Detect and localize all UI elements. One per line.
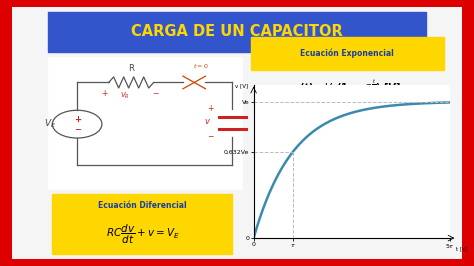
Text: −: − — [152, 89, 158, 98]
Text: +: + — [101, 89, 107, 98]
Bar — [48, 57, 241, 189]
Text: $t=0$: $t=0$ — [193, 62, 209, 70]
Text: v [V]: v [V] — [235, 83, 248, 88]
Text: Ecuación Exponencial: Ecuación Exponencial — [301, 49, 394, 58]
Text: Ecuación Diferencial: Ecuación Diferencial — [98, 201, 187, 210]
Bar — [52, 194, 232, 254]
Bar — [250, 37, 444, 70]
Text: $V_R$: $V_R$ — [119, 91, 129, 101]
Text: C: C — [255, 118, 261, 127]
Text: R: R — [128, 64, 134, 73]
Text: $v$: $v$ — [204, 117, 211, 126]
Text: +: + — [73, 115, 81, 124]
Text: $\boldsymbol{v(t) = V_E(1 - e^{-\frac{t}{\tau}})}\ \boldsymbol{[V]}$: $\boldsymbol{v(t) = V_E(1 - e^{-\frac{t}… — [293, 78, 401, 95]
Bar — [48, 12, 426, 52]
Text: $V_E$: $V_E$ — [44, 118, 56, 130]
Text: −: − — [207, 132, 213, 141]
Text: CARGA DE UN CAPACITOR: CARGA DE UN CAPACITOR — [131, 24, 343, 39]
Text: t [s]: t [s] — [456, 246, 467, 251]
Text: +: + — [207, 105, 213, 114]
Text: $RC\dfrac{dv}{dt} + v = V_E$: $RC\dfrac{dv}{dt} + v = V_E$ — [106, 222, 179, 246]
Text: −: − — [73, 125, 81, 134]
